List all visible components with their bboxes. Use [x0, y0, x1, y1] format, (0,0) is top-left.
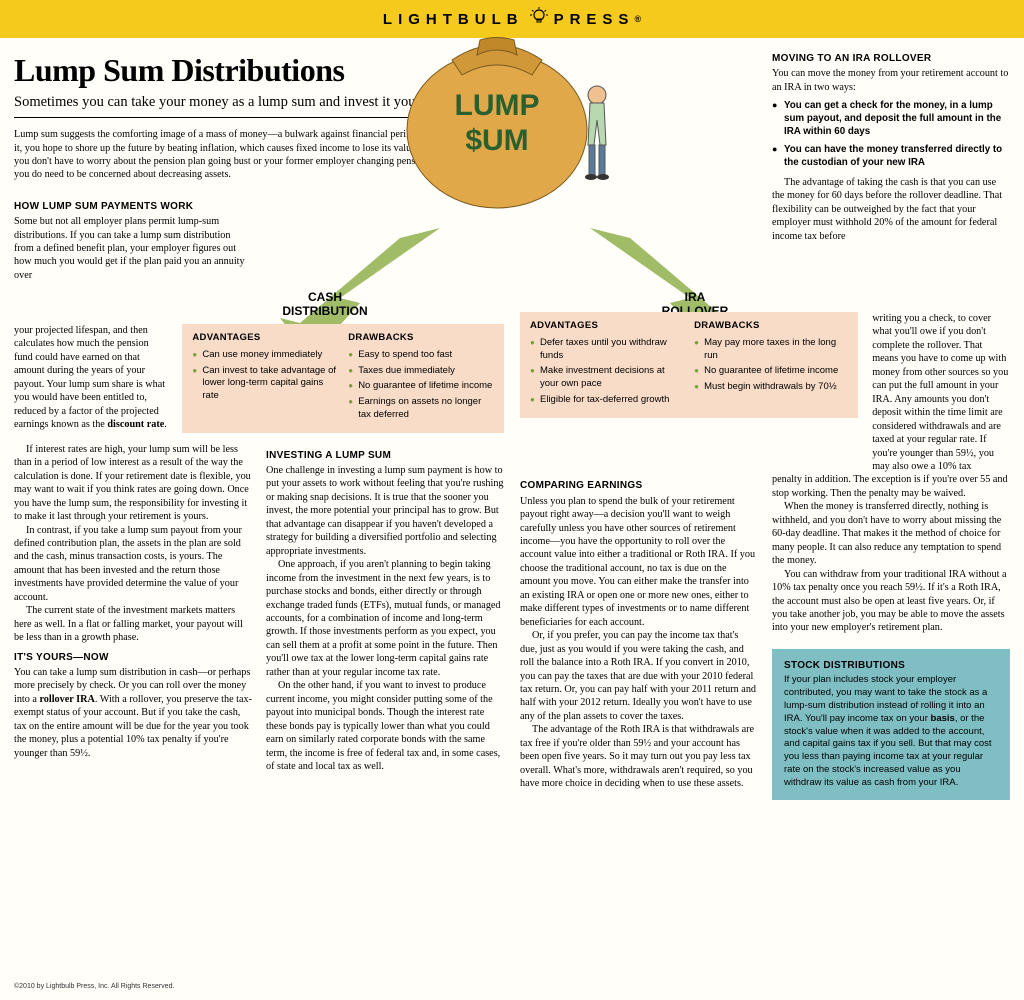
compare-head: COMPARING EARNINGS: [520, 479, 758, 492]
bag-text-top: LUMP: [455, 89, 540, 122]
cash-drw-1: Easy to spend too fast: [348, 349, 494, 362]
bag-text-bottom: $UM: [465, 124, 528, 157]
invest-p1: One challenge in investing a lump sum pa…: [266, 464, 504, 558]
drw-head: DRAWBACKS: [348, 332, 494, 345]
moving-p4: You can withdraw from your traditional I…: [772, 568, 1010, 635]
moving-intro: You can move the money from your retirem…: [772, 67, 1010, 94]
invest-p2: One approach, if you aren't planning to …: [266, 558, 504, 679]
how-p4: The current state of the investment mark…: [14, 604, 252, 644]
ira-drw-1: May pay more taxes in the long run: [694, 337, 848, 363]
cash-drw-2: Taxes due immediately: [348, 365, 494, 378]
ira-adv-1: Defer taxes until you withdraw funds: [530, 337, 684, 363]
how-p2: If interest rates are high, your lump su…: [14, 443, 252, 524]
yours-head: IT'S YOURS—NOW: [14, 651, 252, 664]
how-head: HOW LUMP SUM PAYMENTS WORK: [14, 200, 252, 213]
adv-head: ADVANTAGES: [192, 332, 338, 345]
cash-adv-2: Can invest to take advantage of lower lo…: [192, 365, 338, 403]
ira-adv-head: ADVANTAGES: [530, 320, 684, 333]
compare-p1: Unless you plan to spend the bulk of you…: [520, 495, 758, 630]
copyright: ©2010 by Lightbulb Press, Inc. All Right…: [14, 983, 174, 990]
ira-drw-head: DRAWBACKS: [694, 320, 848, 333]
compare-p2: Or, if you prefer, you can pay the incom…: [520, 629, 758, 723]
moving-p3: When the money is transferred directly, …: [772, 500, 1010, 567]
invest-p3: On the other hand, if you want to invest…: [266, 679, 504, 773]
moving-b2: You can have the money transferred direc…: [772, 144, 1010, 169]
how-p1b: your projected lifespan, and then calcul…: [14, 324, 168, 432]
yours-p1: You can take a lump sum distribution in …: [14, 666, 252, 760]
invest-head: INVESTING A LUMP SUM: [266, 449, 504, 462]
how-p3: In contrast, if you take a lump sum payo…: [14, 524, 252, 605]
stock-box: STOCK DISTRIBUTIONS If your plan include…: [772, 649, 1010, 800]
moving-p1b: writing you a check, to cover what you'l…: [872, 312, 1010, 473]
ira-table: ADVANTAGES Defer taxes until you withdra…: [520, 312, 858, 418]
how-p1a: Some but not all employer plans permit l…: [14, 215, 252, 282]
cash-table: ADVANTAGES Can use money immediately Can…: [182, 324, 504, 433]
cash-drw-4: Earnings on assets no longer tax deferre…: [348, 396, 494, 422]
cash-drw-3: No guarantee of lifetime income: [348, 380, 494, 393]
ira-adv-3: Eligible for tax-deferred growth: [530, 394, 684, 407]
stock-p1: If your plan includes stock your employe…: [784, 674, 998, 789]
moving-p2: penalty in addition. The exception is if…: [772, 473, 1010, 500]
moneybag-illustration: LUMP $UM: [382, 0, 642, 225]
moving-p1: The advantage of taking the cash is that…: [772, 176, 1010, 243]
moving-head: MOVING TO AN IRA ROLLOVER: [772, 52, 1010, 65]
cash-adv-1: Can use money immediately: [192, 349, 338, 362]
stock-head: STOCK DISTRIBUTIONS: [784, 659, 998, 673]
moving-b1: You can get a check for the money, in a …: [772, 100, 1010, 138]
compare-p3: The advantage of the Roth IRA is that wi…: [520, 723, 758, 790]
ira-drw-2: No guarantee of lifetime income: [694, 365, 848, 378]
ira-adv-2: Make investment decisions at your own pa…: [530, 365, 684, 391]
ira-drw-3: Must begin withdrawals by 70½: [694, 381, 848, 394]
